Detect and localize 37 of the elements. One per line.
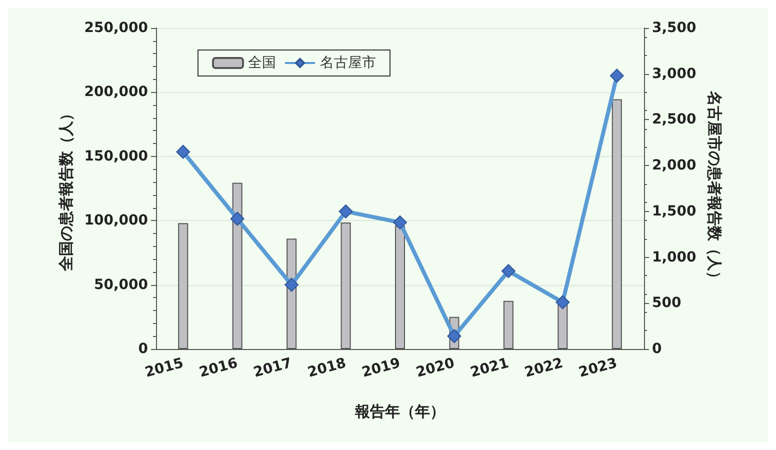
y2-tick-label: 0 [652, 341, 662, 357]
y2-tick-label: 2,500 [652, 112, 697, 128]
x-axis-title: 報告年（年） [354, 402, 445, 420]
point [393, 215, 407, 230]
point [176, 144, 190, 159]
y2-tick-label: 2,000 [652, 158, 697, 174]
y-tick-label: 0 [138, 341, 148, 357]
point [230, 212, 244, 226]
x-tick-label: 2020 [414, 355, 457, 381]
x-tick-label: 2021 [468, 355, 511, 381]
x-tick-label: 2022 [522, 355, 565, 381]
y-tick-label: 150,000 [84, 148, 148, 164]
y-tick-label: 200,000 [84, 84, 148, 100]
legend-label: 全国 [248, 55, 276, 71]
y2-tick-label: 3,500 [652, 20, 697, 36]
point [556, 295, 570, 310]
y2-tick-label: 1,000 [652, 249, 697, 266]
x-tick-label: 2018 [306, 355, 348, 381]
x-tick-label: 2017 [252, 355, 294, 381]
point [447, 329, 462, 344]
y2-axis-title: 名古屋市の患者報告数（人） [706, 90, 724, 286]
point [610, 68, 624, 83]
y-tick-label: 50,000 [94, 276, 148, 293]
y-axis-title: 全国の患者報告数（人） [56, 106, 75, 272]
x-tick-label: 2016 [198, 355, 240, 381]
x-tick-label: 2019 [360, 355, 402, 381]
point [501, 264, 516, 278]
point [338, 204, 353, 218]
y-tick-label: 250,000 [84, 20, 148, 36]
y2-tick-label: 500 [652, 295, 682, 312]
y-tick-label: 100,000 [84, 212, 148, 229]
y2-tick-label: 1,500 [652, 203, 697, 220]
x-tick-label: 2023 [577, 355, 619, 381]
x-tick-label: 2015 [143, 355, 186, 381]
point [284, 278, 299, 292]
legend-label: 名古屋市 [320, 55, 376, 71]
y2-tick-label: 3,000 [652, 66, 697, 82]
